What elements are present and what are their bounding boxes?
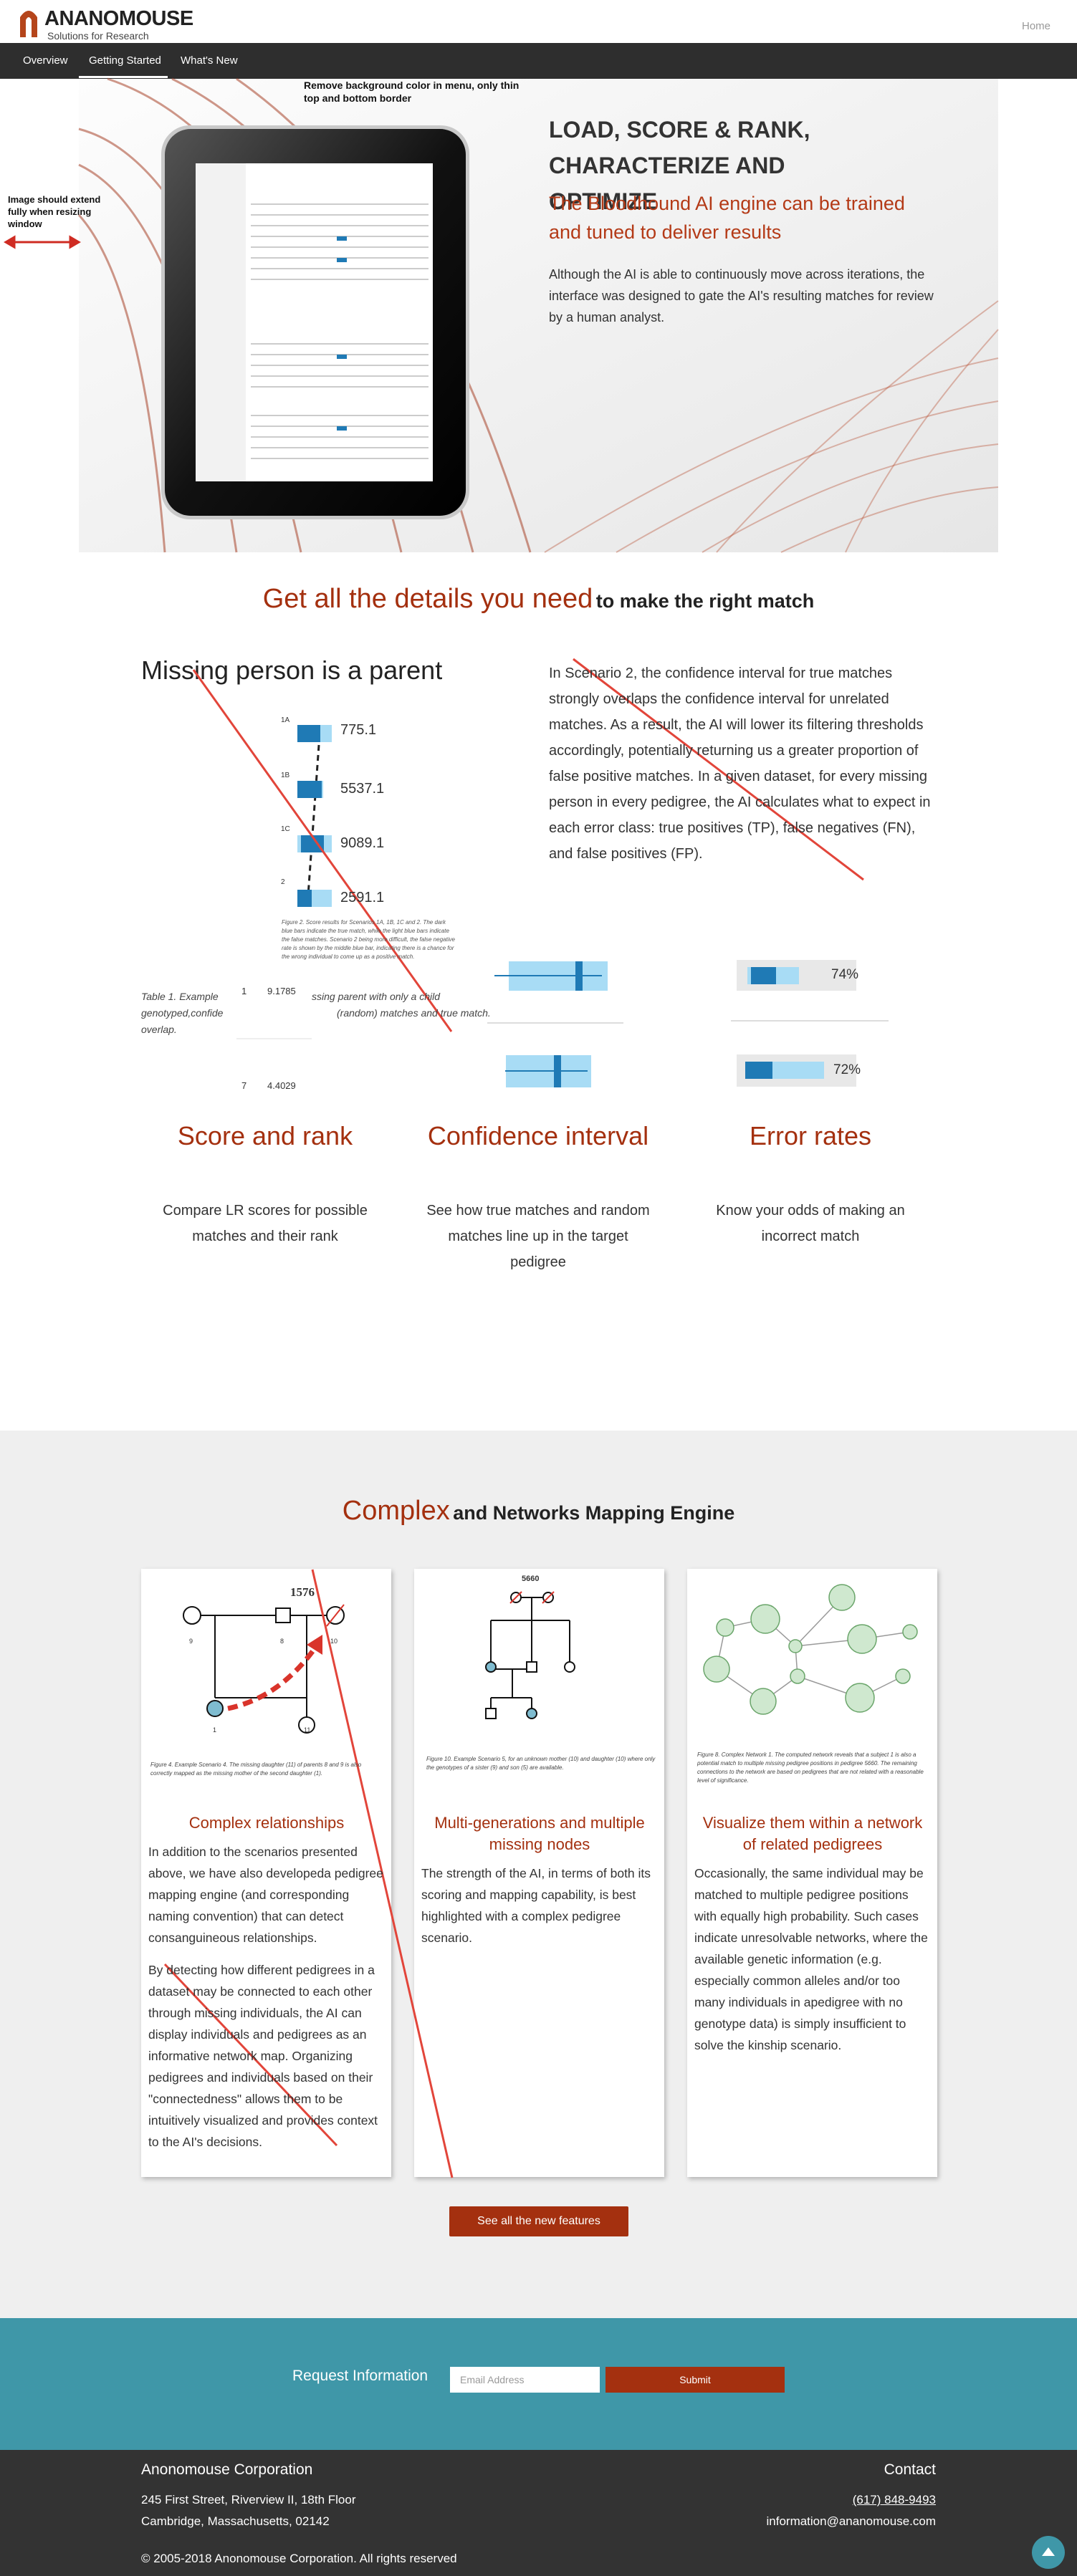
bar-label: 1B bbox=[281, 772, 290, 779]
email-input[interactable]: Email Address bbox=[450, 2367, 600, 2393]
footer-phone[interactable]: (617) 848-9493 bbox=[852, 2493, 936, 2507]
card-title: Multi-generations and multiple missing n… bbox=[434, 1814, 645, 1853]
hero-body: Although the AI is able to continuously … bbox=[549, 267, 934, 325]
table-caption: (random) matches and true match. bbox=[337, 1007, 491, 1019]
section-heading: Get all the details you need to make the… bbox=[0, 584, 1077, 615]
heading-rest: to make the right match bbox=[595, 590, 815, 612]
bar-label: 2 bbox=[281, 878, 285, 886]
feature-text: Compare LR scores for possible matches a… bbox=[163, 1203, 368, 1244]
footer-contact: Contact bbox=[884, 2461, 936, 2478]
figure-label: 8 bbox=[280, 1638, 284, 1645]
details-body: In Scenario 2, the confidence interval f… bbox=[549, 665, 931, 862]
table-cell: 4.4029 bbox=[267, 1080, 296, 1091]
footer-email[interactable]: information@ananomouse.com bbox=[766, 2514, 937, 2528]
figure-label: 9 bbox=[189, 1638, 193, 1645]
nav-item[interactable]: Overview bbox=[23, 54, 68, 67]
table-caption: Table 1. Example bbox=[141, 991, 219, 1002]
figure-caption: Figure 8. Complex Network 1. The compute… bbox=[697, 1751, 924, 1784]
table-cell: 1 bbox=[241, 986, 247, 996]
footer-company: Anonomouse Corporation bbox=[141, 2461, 313, 2478]
logo-tagline: Solutions for Research bbox=[47, 30, 149, 42]
card-text: In addition to the scenarios presented a… bbox=[148, 1845, 383, 1945]
feature-title: Error rates bbox=[749, 1121, 872, 1150]
error-rate: 72% bbox=[833, 1062, 861, 1077]
annotation-note: Remove background color in menu, only th… bbox=[304, 80, 520, 104]
bar-label: 1C bbox=[281, 825, 290, 833]
request-label: Request Information bbox=[292, 2368, 429, 2384]
annotation-note: Image should extend fully when resizing … bbox=[8, 194, 101, 229]
feature-title: Confidence interval bbox=[427, 1121, 649, 1150]
heading-rest: and Networks Mapping Engine bbox=[453, 1502, 735, 1524]
heading-accent: Complex bbox=[342, 1496, 450, 1526]
nav-item[interactable]: What's New bbox=[181, 54, 238, 67]
features-button[interactable]: See all the new features bbox=[449, 2206, 628, 2236]
hero-graphics bbox=[4, 77, 999, 553]
feature-text: See how true matches and random matches … bbox=[426, 1203, 650, 1270]
footer-copyright: © 2005-2018 Anonomouse Corporation. All … bbox=[141, 2552, 457, 2565]
bar-value: 9089.1 bbox=[340, 835, 385, 851]
figure-caption: Figure 2. Score results for Scenarios 1A… bbox=[282, 919, 455, 960]
card-text: The strength of the AI, in terms of both… bbox=[421, 1866, 651, 1945]
error-rate: 74% bbox=[831, 967, 859, 982]
bar-value: 5537.1 bbox=[340, 781, 385, 797]
figure-caption: Figure 4. Example Scenario 4. The missin… bbox=[150, 1762, 362, 1777]
figure-caption: Figure 10. Example Scenario 5, for an un… bbox=[426, 1756, 656, 1771]
card-title: Complex relationships bbox=[188, 1814, 345, 1832]
table-caption: ssing parent with only a child bbox=[312, 991, 440, 1002]
section-heading: Complex and Networks Mapping Engine bbox=[0, 1496, 1077, 1527]
bar-value: 775.1 bbox=[340, 722, 377, 738]
figure-label: 1576 bbox=[290, 1585, 315, 1599]
footer bbox=[0, 2450, 1077, 2576]
card-text: By detecting how different pedigrees in … bbox=[148, 1963, 378, 2149]
footer-address: 245 First Street, Riverview II, 18th Flo… bbox=[141, 2493, 356, 2507]
logo-name[interactable]: ANANOMOUSE bbox=[44, 7, 193, 30]
card bbox=[414, 1569, 664, 2177]
figure-label: 1 bbox=[213, 1726, 217, 1734]
bar-value: 2591.1 bbox=[340, 890, 385, 905]
hero-subtitle: The Bloodhound AI engine can be trained … bbox=[549, 193, 905, 243]
card-title: Visualize them within a network of relat… bbox=[702, 1814, 923, 1853]
feature-text: Know your odds of making an incorrect ma… bbox=[716, 1203, 905, 1244]
figure-label: 11 bbox=[304, 1726, 311, 1734]
feature-title: Score and rank bbox=[177, 1121, 353, 1150]
table-caption: overlap. bbox=[141, 1024, 177, 1035]
card-figures bbox=[163, 1569, 918, 2178]
card bbox=[141, 1569, 391, 2177]
figure-title: Missing person is a parent bbox=[141, 655, 443, 685]
heading-accent: Get all the details you need bbox=[262, 584, 593, 614]
header-graphics bbox=[0, 11, 1077, 79]
nav-item[interactable]: Getting Started bbox=[89, 54, 161, 67]
hero-title: LOAD, SCORE & RANK, CHARACTERIZE AND OPT… bbox=[549, 117, 810, 214]
details-graphics bbox=[192, 658, 889, 1087]
table-caption: genotyped,confide bbox=[141, 1007, 224, 1019]
table-cell: 7 bbox=[241, 1080, 247, 1091]
footer-address: Cambridge, Massachusetts, 02142 bbox=[141, 2514, 330, 2528]
home-link[interactable]: Home bbox=[1022, 20, 1051, 32]
bar-label: 1A bbox=[281, 716, 290, 724]
submit-button[interactable]: Submit bbox=[605, 2367, 785, 2393]
table-cell: 9.1785 bbox=[267, 986, 296, 996]
card-text: Occasionally, the same individual may be… bbox=[694, 1866, 928, 2052]
figure-label: 10 bbox=[330, 1638, 338, 1645]
figure-label: 5660 bbox=[522, 1575, 540, 1583]
